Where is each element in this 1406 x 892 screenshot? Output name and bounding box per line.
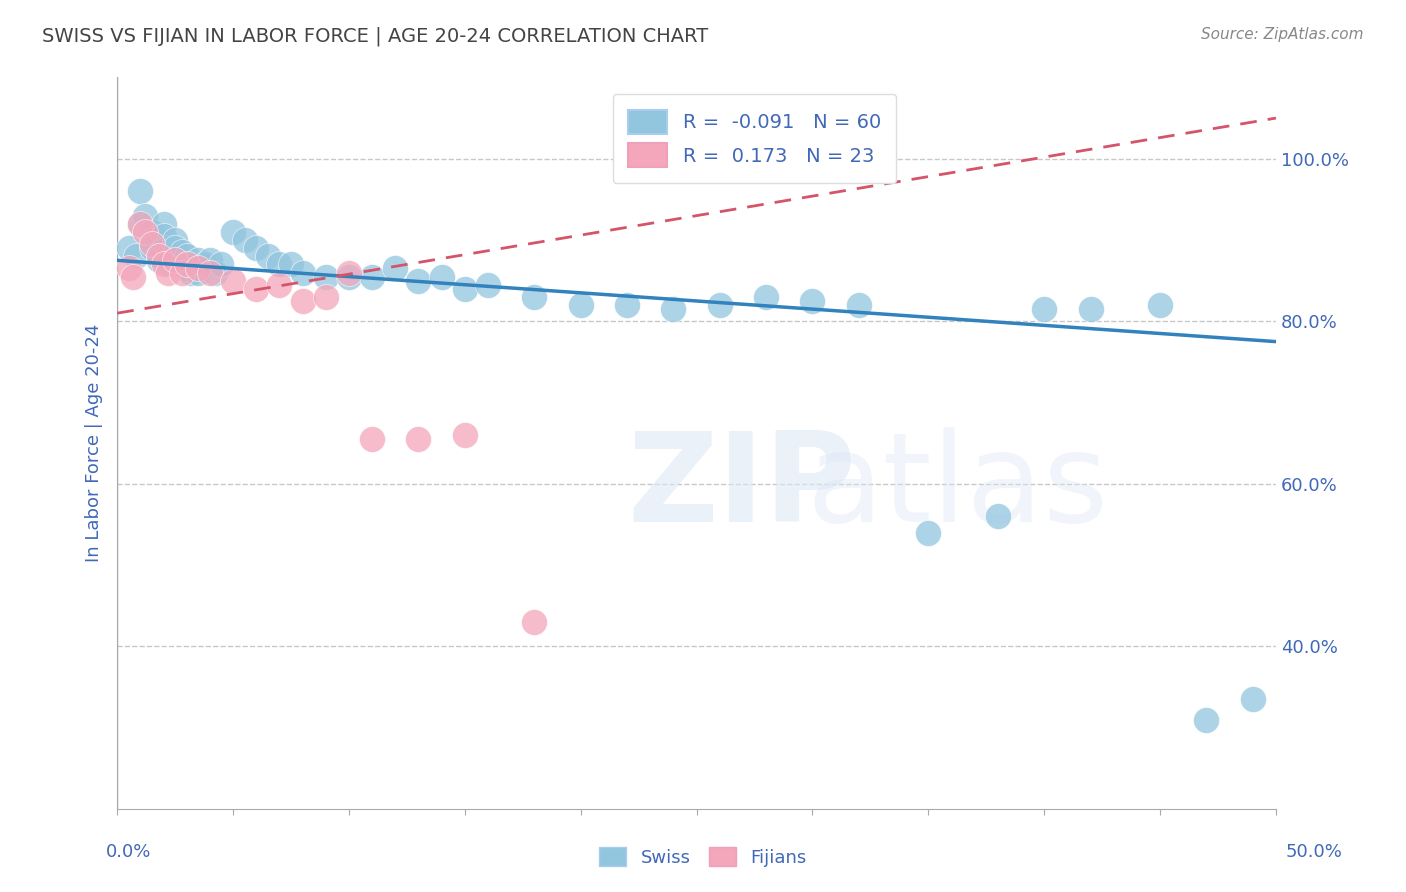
Point xyxy=(187,266,209,280)
Point xyxy=(1149,298,1171,312)
Point xyxy=(187,253,209,268)
Legend: R =  -0.091   N = 60, R =  0.173   N = 23: R = -0.091 N = 60, R = 0.173 N = 23 xyxy=(613,95,897,183)
Point xyxy=(477,277,499,292)
Point xyxy=(245,241,267,255)
Point xyxy=(454,428,477,442)
Point xyxy=(256,249,278,263)
Point xyxy=(165,253,187,268)
Point xyxy=(157,257,180,271)
Point xyxy=(157,241,180,255)
Point xyxy=(408,432,430,446)
Text: ZIP: ZIP xyxy=(627,426,856,548)
Point xyxy=(211,257,233,271)
Point xyxy=(269,257,291,271)
Point xyxy=(616,298,638,312)
Y-axis label: In Labor Force | Age 20-24: In Labor Force | Age 20-24 xyxy=(86,324,103,563)
Point xyxy=(384,261,406,276)
Point xyxy=(176,261,198,276)
Point xyxy=(172,245,194,260)
Point xyxy=(152,257,174,271)
Point xyxy=(337,269,360,284)
Point xyxy=(129,184,152,198)
Point xyxy=(180,257,202,271)
Point xyxy=(755,290,778,304)
Point xyxy=(176,257,198,271)
Point xyxy=(222,225,245,239)
Text: 50.0%: 50.0% xyxy=(1286,843,1343,861)
Point xyxy=(269,277,291,292)
Point xyxy=(204,266,226,280)
Point xyxy=(157,249,180,263)
Point xyxy=(152,229,174,244)
Point xyxy=(233,233,256,247)
Point xyxy=(165,253,187,268)
Point xyxy=(291,266,314,280)
Point xyxy=(569,298,592,312)
Point xyxy=(1195,713,1218,727)
Point xyxy=(709,298,731,312)
Point xyxy=(148,249,170,263)
Point xyxy=(198,253,221,268)
Point xyxy=(280,257,302,271)
Text: 0.0%: 0.0% xyxy=(105,843,150,861)
Point xyxy=(165,241,187,255)
Point xyxy=(523,290,546,304)
Point xyxy=(172,257,194,271)
Point xyxy=(129,217,152,231)
Point xyxy=(165,233,187,247)
Point xyxy=(180,266,202,280)
Point xyxy=(187,261,209,276)
Point xyxy=(148,253,170,268)
Point xyxy=(172,266,194,280)
Point xyxy=(194,257,217,271)
Point xyxy=(1033,302,1056,317)
Point xyxy=(848,298,870,312)
Point xyxy=(118,261,141,276)
Point xyxy=(1080,302,1102,317)
Point xyxy=(801,293,824,308)
Point xyxy=(148,249,170,263)
Point xyxy=(134,225,156,239)
Point xyxy=(176,249,198,263)
Point xyxy=(141,225,163,239)
Text: atlas: atlas xyxy=(807,426,1109,548)
Point xyxy=(315,290,337,304)
Point xyxy=(122,269,145,284)
Point xyxy=(125,249,148,263)
Point xyxy=(662,302,685,317)
Point xyxy=(198,266,221,280)
Point xyxy=(1241,692,1264,706)
Point xyxy=(141,237,163,252)
Point xyxy=(917,525,939,540)
Point xyxy=(141,233,163,247)
Point xyxy=(141,241,163,255)
Point xyxy=(152,217,174,231)
Point xyxy=(129,217,152,231)
Point xyxy=(118,241,141,255)
Legend: Swiss, Fijians: Swiss, Fijians xyxy=(592,840,814,874)
Point xyxy=(361,432,384,446)
Point xyxy=(222,274,245,288)
Point xyxy=(291,293,314,308)
Point xyxy=(987,509,1010,524)
Point xyxy=(430,269,453,284)
Point xyxy=(408,274,430,288)
Point xyxy=(315,269,337,284)
Point xyxy=(157,266,180,280)
Point xyxy=(245,282,267,296)
Point xyxy=(454,282,477,296)
Point xyxy=(361,269,384,284)
Text: SWISS VS FIJIAN IN LABOR FORCE | AGE 20-24 CORRELATION CHART: SWISS VS FIJIAN IN LABOR FORCE | AGE 20-… xyxy=(42,27,709,46)
Point xyxy=(337,266,360,280)
Text: Source: ZipAtlas.com: Source: ZipAtlas.com xyxy=(1201,27,1364,42)
Point xyxy=(134,209,156,223)
Point xyxy=(523,615,546,629)
